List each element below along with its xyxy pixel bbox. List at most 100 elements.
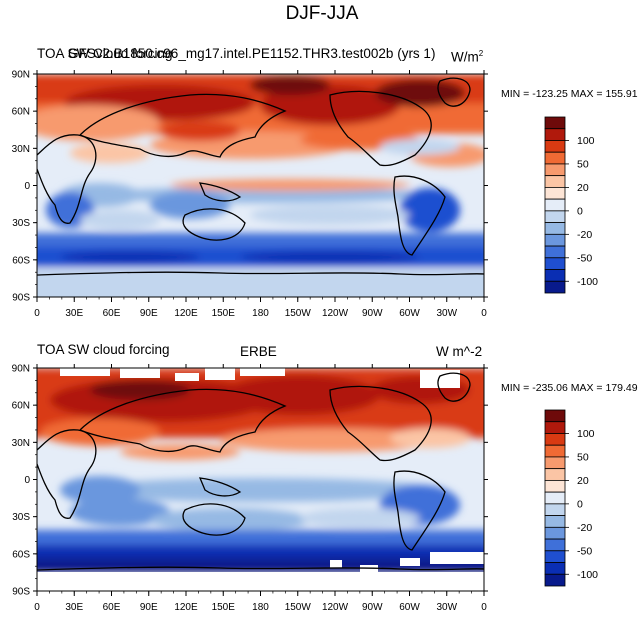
colorbar-swatch <box>544 491 566 505</box>
panel-1-variable-title: TOA SW Cloud forcing <box>37 46 173 61</box>
colorbar-swatch <box>544 269 566 282</box>
panel-2-missing-data <box>37 368 484 591</box>
panel-1-case-title: GFSv2.B1850.c96_mg17.intel.PE1152.THR3.t… <box>68 46 436 61</box>
panel-2-forcing-field <box>37 368 484 591</box>
lon-label: 30W <box>436 602 457 613</box>
lon-label: 120E <box>174 308 198 319</box>
lon-label: 150W <box>285 308 312 319</box>
model-panel: TOA SW Cloud forcing GFSv2.B1850.c96_mg1… <box>0 45 644 345</box>
colorbar-swatch <box>544 456 566 470</box>
colorbar-swatch <box>544 538 566 552</box>
lon-label: 0 <box>34 308 40 319</box>
figure-title: DJF-JJA <box>285 3 359 24</box>
lon-label: 0 <box>481 308 487 319</box>
colorbar-swatch <box>544 245 566 259</box>
observation-panel: TOA SW cloud forcing ERBE W m^-2 MIN = -… <box>0 340 644 640</box>
lon-label: 180 <box>252 602 269 613</box>
colorbar-swatch <box>544 222 566 235</box>
lat-label: 0 <box>24 475 30 486</box>
colorbar-swatch <box>544 128 566 141</box>
colorbar-swatch <box>544 479 566 493</box>
panel-1-coastlines <box>37 77 484 276</box>
colorbar-label: -20 <box>577 522 592 534</box>
lat-label: 90N <box>12 70 30 81</box>
lon-label: 120W <box>322 308 349 319</box>
panel-2-axis-labels: 90N 60N 30N 0 30S 60S 90S 0 30E 60E 90E 120E 150E 180… <box>12 364 488 614</box>
lon-label: 0 <box>34 602 40 613</box>
panel-2-colorbar: 100 50 20 0 -20 -50 -100 <box>544 409 598 587</box>
colorbar-swatch <box>544 573 566 587</box>
lon-label: 60W <box>399 308 420 319</box>
colorbar-label: 20 <box>577 182 589 194</box>
lat-label: 0 <box>24 181 30 192</box>
panel-2-case-title: ERBE <box>240 344 277 359</box>
colorbar-swatch <box>544 163 566 177</box>
colorbar-label: -100 <box>577 569 598 581</box>
colorbar-swatch <box>544 151 566 165</box>
colorbar-label: -50 <box>577 545 592 557</box>
colorbar-swatch <box>544 210 566 224</box>
lat-label: 90N <box>12 364 30 375</box>
lon-label: 90E <box>140 308 158 319</box>
colorbar-swatch <box>544 515 566 528</box>
colorbar-swatch <box>544 562 566 575</box>
lon-label: 90W <box>362 602 383 613</box>
lon-label: 60E <box>103 308 121 319</box>
colorbar-label: -100 <box>577 276 598 288</box>
lon-label: 0 <box>481 602 487 613</box>
colorbar-swatch <box>544 186 566 200</box>
lat-label: 60S <box>12 549 30 560</box>
lon-label: 120W <box>322 602 349 613</box>
panel-2-min-max: MIN = -235.06 MAX = 179.49 <box>501 382 638 394</box>
lon-label: 180 <box>252 308 269 319</box>
colorbar-label: 100 <box>577 135 595 147</box>
colorbar-swatch <box>544 175 566 188</box>
colorbar-label: 50 <box>577 451 589 463</box>
colorbar-swatch <box>544 468 566 481</box>
colorbar-swatch <box>544 233 566 247</box>
colorbar-swatch <box>544 526 566 540</box>
lon-label: 150E <box>212 602 236 613</box>
colorbar-swatch <box>544 280 566 294</box>
colorbar-label: -50 <box>577 252 592 264</box>
lat-label: 30S <box>12 512 30 523</box>
lon-label: 90W <box>362 308 383 319</box>
panel-2-map: 90N 60N 30N 0 30S 60S 90S 0 30E 60E 90E 120E 150E 180… <box>12 364 599 614</box>
panel-2-units: W m^-2 <box>436 344 483 359</box>
lon-label: 30E <box>65 308 83 319</box>
colorbar-swatch <box>544 444 566 458</box>
lat-label: 60N <box>12 107 30 118</box>
lat-label: 90S <box>12 293 30 304</box>
colorbar-swatch <box>544 198 566 212</box>
lon-label: 150W <box>285 602 312 613</box>
colorbar-swatch <box>544 140 566 153</box>
panel-1-min-max: MIN = -123.25 MAX = 155.91 <box>501 88 638 100</box>
lon-label: 30W <box>436 308 457 319</box>
panel-1-antarctica <box>37 271 484 297</box>
panel-2-variable-title: TOA SW cloud forcing <box>37 342 170 357</box>
colorbar-swatch <box>544 409 566 423</box>
panel-2-axis-ticks <box>33 364 488 596</box>
lon-label: 60E <box>103 602 121 613</box>
colorbar-label: 0 <box>577 205 583 217</box>
lat-label: 60S <box>12 255 30 266</box>
panel-1-map: 90N 60N 30N 0 30S 60S 90S 0 30E 60E 90E 120E 150E 180… <box>12 70 599 320</box>
lon-label: 120E <box>174 602 198 613</box>
lon-label: 30E <box>65 602 83 613</box>
colorbar-swatch <box>544 550 566 563</box>
lon-label: 150E <box>212 308 236 319</box>
lat-label: 90S <box>12 587 30 598</box>
colorbar-label: -20 <box>577 229 592 241</box>
panel-1-axis-ticks <box>33 70 488 302</box>
colorbar-label: 0 <box>577 498 583 510</box>
lat-label: 60N <box>12 401 30 412</box>
lon-label: 90E <box>140 602 158 613</box>
lon-label: 60W <box>399 602 420 613</box>
lat-label: 30N <box>12 438 30 449</box>
colorbar-swatch <box>544 503 566 517</box>
colorbar-label: 20 <box>577 475 589 487</box>
colorbar-swatch <box>544 116 566 130</box>
panel-1-units: W/m2 <box>451 49 484 65</box>
lat-label: 30N <box>12 144 30 155</box>
panel-2-coastlines <box>37 372 484 571</box>
